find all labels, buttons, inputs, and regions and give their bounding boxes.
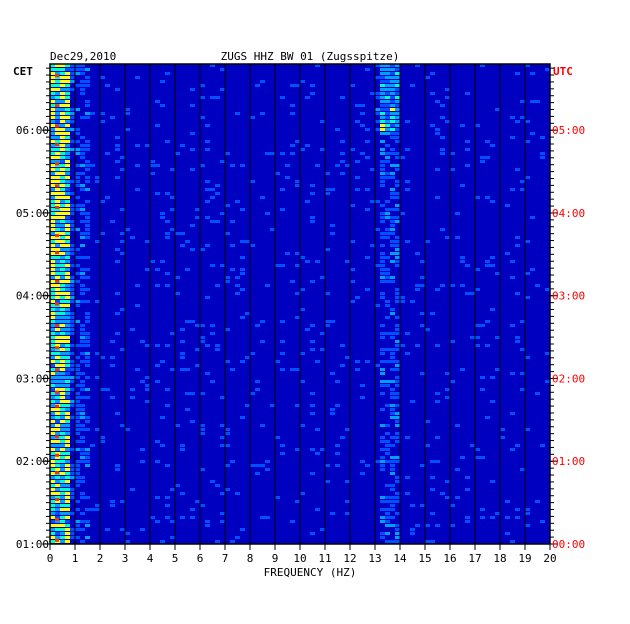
cet-timezone-label: CET [13, 65, 33, 78]
y-tick-label-cet: 05:00 [16, 207, 49, 220]
x-tick-label: 8 [247, 552, 254, 565]
x-axis-ticks: 0 1 2 3 4 5 6 7 8 9 10 11 12 13 14 15 16 17 18 19 20 [47, 544, 557, 565]
utc-timezone-label: UTC [553, 65, 573, 78]
x-tick-label: 10 [293, 552, 306, 565]
y-tick-label-utc: 05:00 [552, 124, 585, 137]
y-axis-ticks: 06:00 05:00 05:00 04:00 04:00 03:00 03:00 02:00… [16, 67, 585, 551]
x-tick-label: 13 [368, 552, 381, 565]
x-tick-label: 19 [518, 552, 531, 565]
y-tick-label-cet: 03:00 [16, 372, 49, 385]
y-tick-label-utc: 03:00 [552, 290, 585, 303]
y-tick-label-utc: 01:00 [552, 455, 585, 468]
x-tick-label: 4 [147, 552, 154, 565]
x-tick-label: 12 [343, 552, 356, 565]
x-tick-label: 1 [72, 552, 79, 565]
y-tick-label-utc: 02:00 [552, 372, 585, 385]
spectrogram-texture [50, 64, 550, 543]
chart-title: ZUGS HHZ BW 01 (Zugsspitze) [221, 50, 400, 63]
y-tick-label-cet: 06:00 [16, 124, 49, 137]
x-tick-label: 0 [47, 552, 54, 565]
x-tick-label: 14 [393, 552, 407, 565]
x-tick-label: 5 [172, 552, 179, 565]
y-tick-label-cet: 04:00 [16, 290, 49, 303]
x-tick-label: 20 [543, 552, 556, 565]
x-tick-label: 3 [122, 552, 129, 565]
date-label: Dec29,2010 [50, 50, 116, 63]
x-tick-label: 18 [493, 552, 506, 565]
y-tick-label-utc: 04:00 [552, 207, 585, 220]
x-tick-label: 15 [418, 552, 431, 565]
y-tick-label-cet: 01:00 [16, 538, 49, 551]
x-tick-label: 16 [443, 552, 456, 565]
y-tick-label-utc: 00:00 [552, 538, 585, 551]
y-tick-label-cet: 02:00 [16, 455, 49, 468]
spectrogram-plot-area [49, 63, 551, 545]
x-tick-label: 17 [468, 552, 481, 565]
x-tick-label: 11 [318, 552, 331, 565]
x-tick-label: 2 [97, 552, 104, 565]
x-tick-label: 7 [222, 552, 229, 565]
x-axis-label: FREQUENCY (HZ) [264, 566, 357, 579]
x-tick-label: 9 [272, 552, 279, 565]
x-tick-label: 6 [197, 552, 204, 565]
